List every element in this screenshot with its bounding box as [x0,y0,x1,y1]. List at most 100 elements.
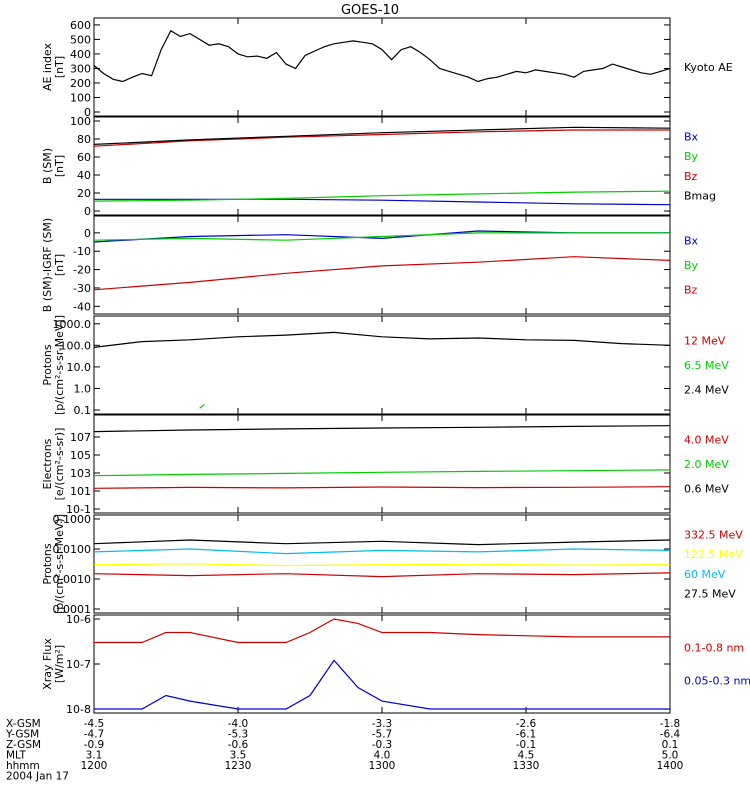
y-axis-label: Protons [41,344,54,385]
x-info-row-label: Y-GSM [5,729,39,741]
series-line-2-4-mev [93,331,671,348]
panel-3: -40 -30 -20 -10 0 B (SM)-IGRF (SM) [nT] Bx By Bz [41,215,699,315]
series-line-by [93,190,671,202]
x-info-value: 4.0 [374,750,391,762]
y-axis-label: B (SM) [41,148,54,184]
x-info-value: -0.3 [372,739,393,751]
y-tick-label: 107 [70,431,91,444]
series-line-bz [93,256,671,291]
y-tick-label: 60 [77,151,91,164]
y-tick-label: 0.1 [74,404,92,417]
x-info-value: -0.9 [84,739,105,751]
series-line-0-1-0-8-nm [94,618,670,644]
series-line-332-5-mev [93,572,671,578]
y-tick-label: 80 [77,133,91,146]
panel-frame [93,17,671,117]
y-tick-label: 10.0 [67,361,92,374]
y-tick-label: 0 [84,227,91,240]
series-line-bz [93,129,670,147]
y-axis-label: Electrons [41,438,54,489]
x-info-row-label: hhmm [6,760,40,772]
y-axis-label: [p/(cm²-s-sr-MeV)] [53,514,66,614]
legend-label: By [684,150,699,163]
panel-5: 10-1 101 103 105 107 Electrons [e/(cm²-s-sr)] 4… [41,414,729,516]
x-info-row-label: MLT [6,750,26,762]
x-info-value: 1300 [369,760,396,772]
panel-frame [93,315,671,415]
panel-6: 0.0001 0.0010 0.0100 0.1000 Protons [p/(cm²-s… [41,513,743,616]
y-axis-label: AE index [41,42,54,91]
legend-label: By [684,259,699,272]
legend-label: Bx [684,235,699,248]
series-line-60-mev [93,548,671,555]
legend-label: Bx [684,131,699,144]
series-line-by [93,232,670,241]
y-tick-label: 400 [70,48,91,61]
y-tick-label: -30 [73,282,91,295]
legend-label: 2.0 MeV [684,458,729,471]
series-line-27-5-mev [93,539,671,546]
y-tick-label: 100 [70,91,91,104]
legend-label: 0.05-0.3 nm [684,674,750,687]
y-tick-label: 300 [70,62,91,75]
y-tick-label: 10-6 [66,613,91,626]
x-info-value: 3.5 [230,750,247,762]
x-info-value: 4.5 [518,750,535,762]
legend-label: 2.4 MeV [684,384,729,397]
y-tick-label: 10-7 [66,658,91,671]
x-info-value: -1.8 [660,718,681,730]
legend-label: Bz [684,284,698,297]
x-info-value: 1230 [225,760,252,772]
legend-label: 0.1-0.8 nm [684,642,744,655]
y-tick-label: -40 [73,300,91,313]
series-line-bmag [93,126,671,145]
x-info-value: -4.5 [84,718,105,730]
x-info-value: -0.6 [228,739,249,751]
panel-4: 0.1 1.0 10.0 100.0 1000.0 Protons [p/(cm²-s-sr… [41,315,729,417]
y-tick-label: 0.0001 [53,603,92,616]
y-tick-label: 40 [77,169,91,182]
y-tick-label: 600 [70,19,91,32]
series-line-122-5-mev [93,563,671,567]
figure-title: GOES-10 [341,3,399,18]
y-tick-label: 0 [84,205,91,218]
x-info-value: 1400 [657,760,684,772]
y-tick-label: 500 [70,33,91,46]
panel-2: 0 20 40 60 80 100 B (SM) [nT] Bx By Bz Bmag [41,115,716,218]
x-info-value: -6.4 [660,729,681,741]
x-info-value: 1200 [81,760,108,772]
y-tick-label: 0 [84,106,91,119]
y-tick-label: 10-1 [66,503,91,516]
y-axis-label: [nT] [53,155,66,177]
y-axis-label: [nT] [53,56,66,78]
legend-label: 6.5 MeV [684,359,729,372]
x-info-row-label: X-GSM [6,718,41,730]
x-info-value: -6.1 [516,729,537,741]
x-info-value: 1330 [513,760,540,772]
legend-label: 4.0 MeV [684,434,729,447]
x-info-value: 5.0 [662,750,679,762]
y-tick-label: 20 [77,187,91,200]
y-tick-label: 0.0100 [53,543,92,556]
x-info-value: -0.1 [516,739,537,751]
series-line-0-05-0-3-nm [94,659,670,710]
y-axis-label: Protons [41,543,54,584]
y-tick-label: 10-8 [66,703,91,716]
x-info-value: 0.1 [662,739,679,751]
y-axis-label: [W/m²] [53,645,66,683]
legend-label: 0.6 MeV [684,483,729,496]
y-axis-label: Xray Flux [41,638,54,690]
series-line-6-5-mev [199,404,205,409]
x-info-value: -5.3 [228,729,249,741]
panel-frame [93,215,671,315]
x-info-value: -4.7 [84,729,105,741]
legend-label: Bmag [684,189,716,202]
series-line-4-0-mev [93,486,671,489]
x-info-value: 3.1 [86,750,103,762]
series-line-kyoto-ae [93,29,671,83]
y-tick-label: 0.1000 [53,513,92,526]
